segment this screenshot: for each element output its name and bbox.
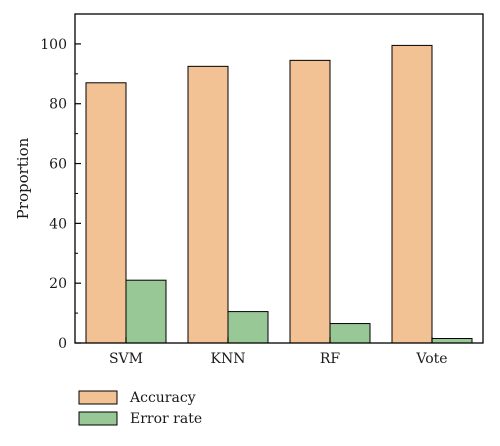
- x-tick-label-svm: SVM: [109, 351, 143, 367]
- plot-frame: [74, 13, 484, 344]
- y-axis-title: Proportion: [14, 137, 32, 219]
- bar-accuracy-vote: [391, 44, 433, 344]
- y-tick-label: 20: [49, 276, 67, 292]
- legend-label-error-rate: Error rate: [130, 411, 202, 427]
- legend: Accuracy Error rate: [78, 390, 202, 427]
- x-tick-label-rf: RF: [320, 351, 341, 367]
- x-axis: SVM KNN RF Vote: [109, 337, 448, 367]
- y-tick-label: 60: [49, 157, 67, 173]
- y-axis: 0 20 40 60 80 100: [40, 37, 81, 352]
- legend-swatch-error-rate: [78, 411, 118, 426]
- x-tick-label-knn: KNN: [211, 351, 246, 367]
- bar-accuracy-rf: [289, 59, 331, 344]
- bar-error-rate-svm: [125, 279, 167, 344]
- legend-swatch-accuracy: [78, 390, 118, 405]
- bar-error-rate-vote: [431, 338, 473, 344]
- y-tick-label: 40: [49, 216, 67, 232]
- bar-accuracy-svm: [85, 82, 127, 344]
- bar-error-rate-rf: [329, 323, 371, 344]
- bars-layer: [85, 44, 473, 344]
- legend-label-accuracy: Accuracy: [129, 390, 196, 406]
- bar-accuracy-knn: [187, 65, 229, 344]
- bar-error-rate-knn: [227, 311, 269, 344]
- x-tick-label-vote: Vote: [415, 351, 447, 367]
- y-tick-label: 80: [49, 97, 67, 113]
- y-tick-label: 0: [58, 336, 67, 352]
- y-tick-label: 100: [40, 37, 67, 53]
